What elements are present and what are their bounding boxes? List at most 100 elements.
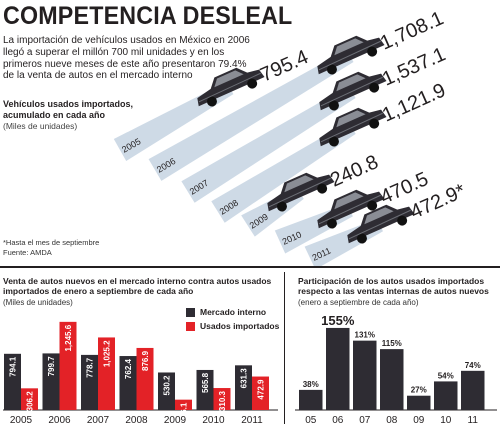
share-value-label: 74% xyxy=(465,361,481,370)
share-value-label: 54% xyxy=(438,371,454,380)
sales-value-label: 631.3 xyxy=(240,368,249,389)
legend-item-usados-importados: Usados importados xyxy=(186,319,279,333)
car-wheel xyxy=(326,64,337,75)
car-icon xyxy=(197,67,265,107)
sales-year-label: 2006 xyxy=(48,415,71,426)
intro-text: La importación de vehículos usados en Mé… xyxy=(3,35,250,82)
car-trim xyxy=(198,72,261,103)
share-bar xyxy=(461,370,485,410)
share-year-label: 07 xyxy=(359,415,371,426)
share-year-label: 05 xyxy=(305,415,317,426)
bar-mercado-interno xyxy=(119,356,137,410)
bar-mercado-interno xyxy=(81,354,98,410)
bar-usados-importados xyxy=(21,388,38,410)
sales-value-label: 762.4 xyxy=(124,359,133,380)
car-wheel xyxy=(317,183,328,194)
bar-mercado-interno xyxy=(196,369,214,410)
share-value-label: 155% xyxy=(321,313,355,328)
bar-usados-importados xyxy=(175,399,192,410)
car-wheel xyxy=(369,118,380,129)
sales-chart-title: Venta de autos nuevos en el mercado inte… xyxy=(3,276,272,296)
car-icon xyxy=(319,71,387,111)
share-bar xyxy=(353,340,377,410)
sales-chart-units: (Miles de unidades) xyxy=(3,298,73,307)
share-bar xyxy=(326,327,350,410)
car-wheel xyxy=(369,82,380,93)
sales-value-label: 1,025.2 xyxy=(103,340,112,367)
imports-chart-units: (Miles de unidades) xyxy=(3,121,78,131)
car-wheel xyxy=(247,78,258,89)
sales-value-label: 565.8 xyxy=(201,372,210,393)
car-window xyxy=(334,192,364,210)
sales-value-label: 778.7 xyxy=(86,357,95,378)
footnote: *Hasta el mes de septiembre Fuente: AMDA xyxy=(3,238,99,257)
road-2008 xyxy=(211,122,356,223)
sales-year-label: 2011 xyxy=(241,415,263,426)
bar-mercado-interno xyxy=(42,353,60,410)
sales-legend: Mercado interno Usados importados xyxy=(186,305,279,333)
car-wheel xyxy=(356,233,367,244)
share-value-label: 27% xyxy=(411,386,427,395)
sales-year-label: 2009 xyxy=(164,415,187,426)
car-wheel xyxy=(328,136,339,147)
footnote-september: *Hasta el mes de septiembre xyxy=(3,238,100,247)
car-trim xyxy=(320,76,383,107)
car-trim xyxy=(268,177,331,208)
section-divider xyxy=(0,266,500,268)
car-trim xyxy=(318,194,381,225)
imports-roads-chart: 2005200620072008200920102011795.41,708.1… xyxy=(113,7,469,268)
car-icon xyxy=(317,35,385,75)
car-wheel xyxy=(397,215,408,226)
imports-infographic: COMPETENCIA DESLEAL La importación de ve… xyxy=(3,2,469,268)
share-bar xyxy=(407,395,431,410)
share-value-label: 131% xyxy=(355,331,375,340)
road-2006 xyxy=(148,50,354,181)
car-window xyxy=(364,207,394,225)
car-wheel xyxy=(276,201,287,212)
share-bar xyxy=(380,349,404,410)
road-2007 xyxy=(181,86,356,203)
legend-label-usados-importados: Usados importados xyxy=(200,321,280,331)
share-value-label: 38% xyxy=(303,380,319,389)
car-icon xyxy=(319,107,387,147)
legend-label-mercado-interno: Mercado interno xyxy=(200,307,267,317)
share-year-label: 11 xyxy=(468,415,479,426)
sales-value-label: 799.7 xyxy=(47,356,56,377)
share-value-label: 115% xyxy=(382,339,402,348)
share-year-label: 06 xyxy=(332,415,344,426)
car-wheel xyxy=(328,100,339,111)
sales-value-label: 1,245.6 xyxy=(64,324,73,351)
bar-usados-importados xyxy=(136,347,154,410)
sales-value-label: 472.9 xyxy=(257,379,266,400)
share-chart-title: Participación de los autos usados import… xyxy=(298,276,489,296)
page-title: COMPETENCIA DESLEAL xyxy=(3,2,293,30)
sales-value-label: 794.1 xyxy=(9,356,18,377)
car-trim xyxy=(318,40,381,71)
car-wheel xyxy=(367,46,378,57)
car-wheel xyxy=(367,200,378,211)
sales-year-label: 2007 xyxy=(87,415,110,426)
bar-mercado-interno xyxy=(235,365,252,410)
share-year-label: 10 xyxy=(440,415,452,426)
car-icon xyxy=(317,189,385,229)
car-window xyxy=(334,38,364,56)
legend-swatch-red xyxy=(186,321,195,331)
car-window xyxy=(336,74,366,92)
sales-year-label: 2010 xyxy=(202,415,225,426)
sales-value-label: 530.2 xyxy=(163,375,172,396)
imports-chart-title: Vehículos usados importados, acumulado e… xyxy=(3,99,134,120)
sales-year-label: 2008 xyxy=(125,415,148,426)
bar-usados-importados xyxy=(213,388,231,410)
share-year-label: 08 xyxy=(386,415,398,426)
bar-mercado-interno xyxy=(158,372,175,410)
bar-mercado-interno xyxy=(4,353,21,410)
panel-separator xyxy=(284,272,285,424)
share-bar-chart: 38% 05 155% 06 131% 07 115% 08 27% 09 54% 10 74% 11 xyxy=(295,313,497,426)
sales-value-label: 306.2 xyxy=(26,391,35,412)
car-icon xyxy=(347,204,415,244)
sales-bar-chart: 794.1 306.2 2005 799.7 1,245.6 2006 778.7 1,025… xyxy=(3,321,278,426)
legend-item-mercado-interno: Mercado interno xyxy=(186,305,279,319)
imports-value-label: 240.8 xyxy=(327,151,382,191)
car-window xyxy=(336,110,366,128)
bar-usados-importados xyxy=(98,337,115,410)
